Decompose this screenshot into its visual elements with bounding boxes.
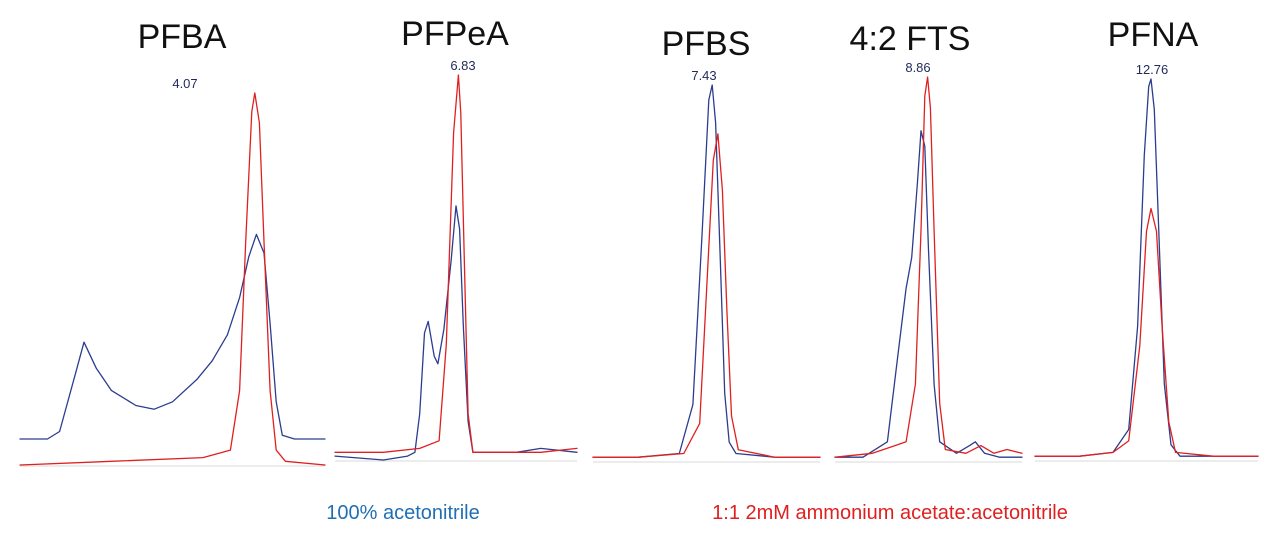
chromatogram-panel-pfba: PFBA 4.07 [19, 18, 326, 467]
peak-retention-time-label: 6.83 [450, 58, 475, 73]
chromatogram-panel-4-2-fts: 4:2 FTS 8.86 [834, 20, 1023, 463]
peak-retention-time-label: 4.07 [172, 76, 197, 91]
panel-title: PFPeA [401, 15, 509, 53]
legend-ammonium-acetate-label: 1:1 2mM ammonium acetate:acetonitrile [712, 502, 1068, 524]
chromatogram-panels: PFBA 4.07 PFPeA 6.83 PFBS 7.43 4:2 FTS 8.86 PFNA… [19, 15, 1259, 467]
peak-retention-time-label: 12.76 [1136, 62, 1169, 77]
trace-ammonium-acetate [19, 92, 326, 466]
trace-ammonium-acetate [592, 133, 821, 458]
chromatogram-panel-pfna: PFNA 12.76 [1034, 16, 1259, 462]
trace-acetonitrile [334, 205, 578, 461]
chromatogram-panel-pfbs: PFBS 7.43 [592, 25, 821, 463]
peak-retention-time-label: 7.43 [691, 68, 716, 83]
panel-title: PFBS [662, 25, 751, 63]
trace-ammonium-acetate [834, 76, 1023, 458]
legend-acetonitrile-label: 100% acetonitrile [326, 502, 479, 524]
panel-title: 4:2 FTS [850, 20, 971, 58]
trace-acetonitrile [592, 84, 821, 458]
panel-title: PFNA [1108, 16, 1199, 54]
trace-ammonium-acetate [334, 74, 578, 453]
trace-acetonitrile [834, 130, 1023, 458]
trace-ammonium-acetate [1034, 207, 1259, 457]
peak-retention-time-label: 8.86 [905, 60, 930, 75]
panel-title: PFBA [138, 18, 227, 56]
trace-acetonitrile [19, 233, 326, 440]
chromatogram-panel-pfpea: PFPeA 6.83 [334, 15, 578, 462]
trace-acetonitrile [1034, 78, 1259, 457]
